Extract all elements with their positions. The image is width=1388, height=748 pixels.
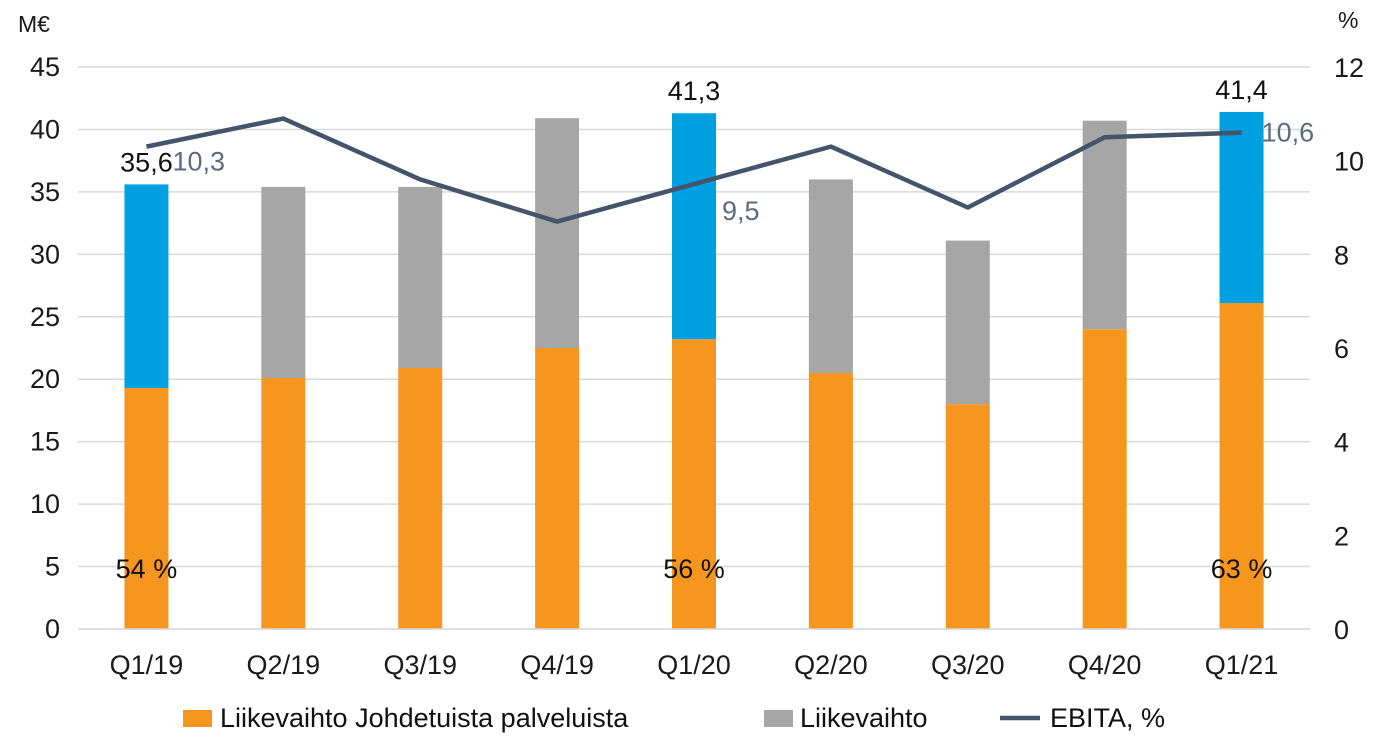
legend: Liikevaihto Johdetuista palveluista Liike… [183,703,1165,733]
bar-managed-services [124,387,169,629]
total-value-label: 35,6 [120,147,173,177]
left-axis-unit: M€ [18,11,50,37]
left-axis-tick-label: 5 [45,552,60,582]
bar-managed-services [1082,329,1127,629]
x-axis-tick-label: Q3/20 [931,650,1005,680]
right-axis-tick-label: 6 [1334,334,1349,364]
bar-revenue [808,179,853,373]
bar-managed-services [1219,303,1264,629]
bars [124,111,1264,629]
bar-revenue-highlight [672,113,716,340]
bar-revenue-highlight [1219,111,1264,304]
left-axis-tick-label: 30 [30,239,60,269]
right-axis-tick-label: 8 [1334,240,1349,270]
total-value-label: 41,4 [1215,75,1268,105]
bar-revenue [261,186,306,378]
legend-label-managed-services: Liikevaihto Johdetuista palveluista [220,703,629,733]
bar-revenue [1082,120,1127,330]
ebita-line [145,116,1242,224]
share-percent-label: 63 % [1211,554,1273,584]
right-axis-tick-label: 10 [1334,147,1364,177]
ebita-line-layer [145,116,1242,224]
bar-managed-services [808,372,853,629]
bar-revenue [945,240,990,405]
x-axis-tick-label: Q1/21 [1205,650,1279,680]
ebita-value-label: 10,6 [1262,118,1315,148]
bar-managed-services [535,348,580,629]
right-axis-tick-label: 0 [1334,615,1349,645]
axes: M€ % 0 5 10 15 20 25 30 35 40 45 0 2 4 6 8 10 12 Q1/19 Q2/… [18,7,1364,680]
bar-revenue [398,186,443,368]
share-percent-label: 56 % [663,554,725,584]
bar-managed-services [398,367,443,629]
right-axis-unit: % [1338,7,1358,33]
left-axis-tick-label: 0 [45,614,60,644]
legend-label-ebita: EBITA, % [1050,703,1165,733]
right-axis-tick-label: 4 [1334,428,1349,458]
legend-swatch-revenue [764,710,793,727]
x-axis-tick-label: Q3/19 [383,650,457,680]
left-axis-tick-label: 25 [30,302,60,332]
left-axis-tick-label: 15 [30,427,60,457]
x-axis-tick-label: Q4/20 [1068,650,1142,680]
ebita-value-label: 9,5 [722,196,760,226]
left-axis-tick-label: 10 [30,489,60,519]
bar-managed-services [261,377,306,629]
x-axis-tick-label: Q1/19 [110,650,184,680]
data-labels: 35,6 41,3 41,4 54 % 56 % 63 % 10,3 9,5 10,6 [116,75,1314,584]
x-axis-tick-label: Q2/20 [794,650,868,680]
right-axis-tick-label: 2 [1334,521,1349,551]
left-axis-tick-label: 35 [30,177,60,207]
ebita-value-label: 10,3 [172,147,225,177]
bar-revenue [535,118,580,349]
bar-revenue-highlight [124,184,169,388]
x-axis-tick-label: Q2/19 [247,650,321,680]
bar-managed-services [945,404,990,629]
legend-swatch-managed-services [183,710,212,727]
left-axis-tick-label: 40 [30,114,60,144]
share-percent-label: 54 % [116,554,178,584]
left-axis-tick-label: 45 [30,52,60,82]
bar-managed-services [672,339,716,629]
right-axis-tick-label: 12 [1334,53,1364,83]
left-axis-tick-label: 20 [30,364,60,394]
x-axis-tick-label: Q1/20 [657,650,731,680]
x-axis-tick-label: Q4/19 [520,650,594,680]
total-value-label: 41,3 [668,76,721,106]
legend-label-revenue: Liikevaihto [800,703,928,733]
